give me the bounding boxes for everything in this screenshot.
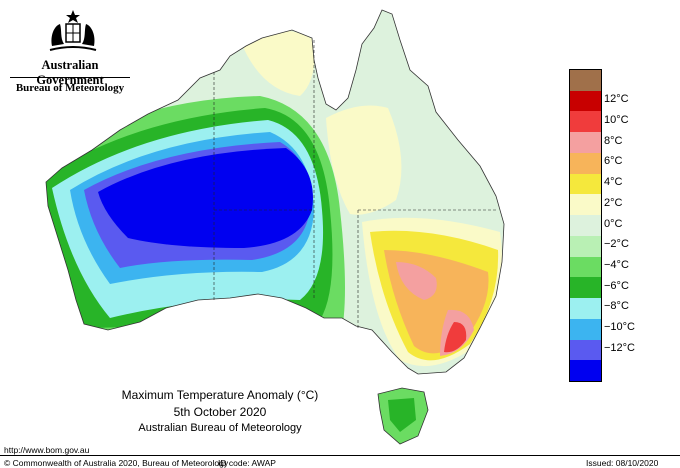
legend-label: 10°C — [604, 113, 629, 126]
australia-anomaly-map — [45, 9, 505, 445]
id-code: ID code: AWAP — [218, 458, 276, 468]
legend-label: 2°C — [604, 196, 623, 209]
legend-label: 12°C — [604, 93, 629, 106]
legend-swatch — [570, 152, 601, 175]
legend-label: −12°C — [604, 341, 636, 354]
government-title: Australian Government — [36, 58, 104, 87]
bureau-title: Bureau of Meteorology — [15, 82, 125, 94]
map-source: Australian Bureau of Meteorology — [138, 422, 302, 434]
legend-swatch — [570, 318, 601, 341]
legend-label: 4°C — [604, 176, 623, 189]
legend-label: −2°C — [604, 238, 629, 251]
legend-swatch — [570, 298, 601, 320]
bom-url[interactable]: http://www.bom.gov.au — [4, 445, 90, 455]
legend-swatch — [570, 235, 601, 258]
coat-of-arms-icon — [49, 10, 97, 51]
issued-date: Issued: 08/10/2020 — [586, 458, 659, 468]
legend-swatch — [570, 90, 601, 112]
legend-label: −6°C — [604, 279, 629, 292]
legend-swatch — [570, 132, 601, 154]
legend-label: 8°C — [604, 134, 623, 147]
footer-divider — [0, 455, 680, 456]
legend-swatch — [570, 194, 601, 216]
map-date: 5th October 2020 — [173, 405, 267, 419]
legend-label: 0°C — [604, 217, 623, 230]
color-legend — [569, 69, 602, 382]
legend-label: 6°C — [604, 155, 623, 168]
legend-swatch — [570, 173, 601, 195]
header-divider — [10, 77, 130, 78]
legend-label: −10°C — [604, 321, 636, 334]
legend-swatch — [570, 70, 601, 92]
copyright-text: © Commonwealth of Australia 2020, Bureau… — [4, 458, 229, 468]
legend-label: −8°C — [604, 300, 629, 313]
legend-label: −4°C — [604, 258, 629, 271]
legend-swatch — [570, 360, 601, 382]
legend-swatch — [570, 215, 601, 237]
bom-logo: Australian Government Bureau of Meteorol… — [8, 8, 132, 98]
legend-swatch — [570, 256, 601, 278]
map-title: Maximum Temperature Anomaly (°C) — [121, 388, 319, 402]
legend-swatch — [570, 277, 601, 299]
legend-swatch — [570, 339, 601, 361]
legend-swatch — [570, 111, 601, 133]
